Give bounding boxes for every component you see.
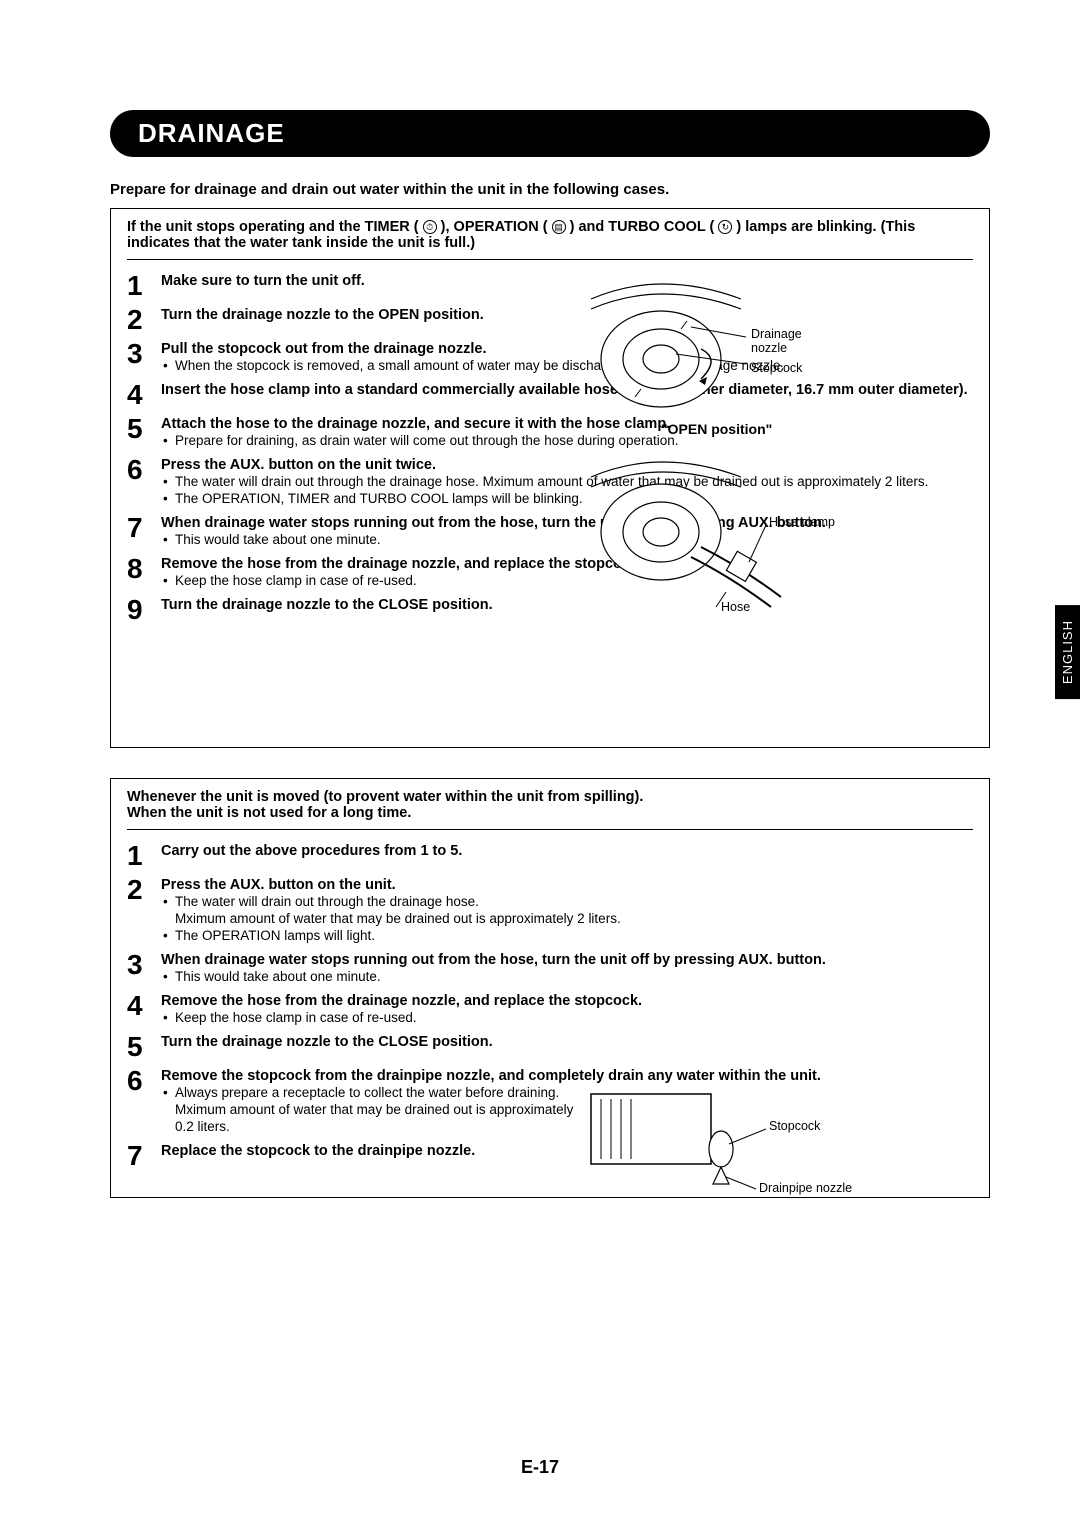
step-number: 7 bbox=[127, 512, 161, 549]
diagram-drainpipe: Stopcock Drainpipe nozzle bbox=[581, 1089, 871, 1209]
step-sub: The water will drain out through the dra… bbox=[161, 894, 973, 928]
label-stopcock: Stopcock bbox=[751, 361, 802, 375]
step-body: When drainage water stops running out fr… bbox=[161, 949, 973, 986]
diagram-hose: Hose clamp Hose bbox=[581, 447, 871, 617]
step-number: 4 bbox=[127, 990, 161, 1027]
step-title: When drainage water stops running out fr… bbox=[161, 951, 973, 969]
step-sub: Keep the hose clamp in case of re-used. bbox=[161, 1010, 973, 1027]
step-number: 2 bbox=[127, 304, 161, 334]
label-stopcock-2: Stopcock bbox=[769, 1119, 820, 1133]
step-title: Carry out the above procedures from 1 to… bbox=[161, 842, 973, 860]
step-number: 1 bbox=[127, 270, 161, 300]
section-heading: DRAINAGE bbox=[138, 118, 285, 149]
label-nozzle: Drainage nozzle bbox=[751, 327, 802, 355]
step-number: 6 bbox=[127, 1065, 161, 1136]
step-sub: The OPERATION lamps will light. bbox=[161, 928, 973, 945]
section-heading-bar: DRAINAGE bbox=[110, 110, 990, 157]
timer-icon: ⏱ bbox=[423, 220, 437, 234]
step-number: 7 bbox=[127, 1140, 161, 1170]
label-hose: Hose bbox=[721, 600, 750, 614]
step-number: 3 bbox=[127, 338, 161, 375]
label-drainpipe: Drainpipe nozzle bbox=[759, 1181, 852, 1195]
step-sub: This would take about one minute. bbox=[161, 969, 973, 986]
caption-open-position: "OPEN position" bbox=[661, 421, 772, 437]
step: 3When drainage water stops running out f… bbox=[127, 949, 973, 986]
step-title: Remove the stopcock from the drainpipe n… bbox=[161, 1067, 973, 1085]
step-title: Turn the drainage nozzle to the CLOSE po… bbox=[161, 1033, 973, 1051]
box1-intro: If the unit stops operating and the TIME… bbox=[127, 219, 973, 260]
box1-intro-p0: If the unit stops operating and the TIME… bbox=[127, 219, 423, 235]
intro-text: Prepare for drainage and drain out water… bbox=[110, 181, 990, 198]
language-tab: ENGLISH bbox=[1055, 605, 1080, 699]
step-number: 5 bbox=[127, 413, 161, 450]
step-number: 3 bbox=[127, 949, 161, 986]
step-sub: Always prepare a receptacle to collect t… bbox=[161, 1085, 586, 1136]
operation-icon: ▤ bbox=[552, 220, 566, 234]
step-body: Remove the hose from the drainage nozzle… bbox=[161, 990, 973, 1027]
page-number: E-17 bbox=[521, 1457, 559, 1478]
step-body: Press the AUX. button on the unit.The wa… bbox=[161, 874, 973, 945]
step-number: 2 bbox=[127, 874, 161, 945]
box2-intro: Whenever the unit is moved (to provent w… bbox=[127, 789, 973, 830]
diagram-open-position: Drainage nozzle Stopcock bbox=[581, 269, 861, 429]
step-body: Carry out the above procedures from 1 to… bbox=[161, 840, 973, 870]
procedure-box-1: If the unit stops operating and the TIME… bbox=[110, 208, 990, 748]
step-number: 1 bbox=[127, 840, 161, 870]
step: 5Turn the drainage nozzle to the CLOSE p… bbox=[127, 1031, 973, 1061]
step-title: Remove the hose from the drainage nozzle… bbox=[161, 992, 973, 1010]
step-number: 9 bbox=[127, 594, 161, 624]
label-hoseclamp: Hose clamp bbox=[769, 515, 835, 529]
turbo-icon: ↻ bbox=[718, 220, 732, 234]
step: 4Remove the hose from the drainage nozzl… bbox=[127, 990, 973, 1027]
step-number: 8 bbox=[127, 553, 161, 590]
step-number: 4 bbox=[127, 379, 161, 409]
step: 2Press the AUX. button on the unit.The w… bbox=[127, 874, 973, 945]
step-number: 6 bbox=[127, 454, 161, 508]
procedure-box-2: Whenever the unit is moved (to provent w… bbox=[110, 778, 990, 1198]
step-number: 5 bbox=[127, 1031, 161, 1061]
step-title: Press the AUX. button on the unit. bbox=[161, 876, 973, 894]
box1-intro-p2: ) and TURBO COOL ( bbox=[566, 219, 719, 235]
step-body: Turn the drainage nozzle to the CLOSE po… bbox=[161, 1031, 973, 1061]
step: 1Carry out the above procedures from 1 t… bbox=[127, 840, 973, 870]
box1-intro-p1: ), OPERATION ( bbox=[437, 219, 552, 235]
